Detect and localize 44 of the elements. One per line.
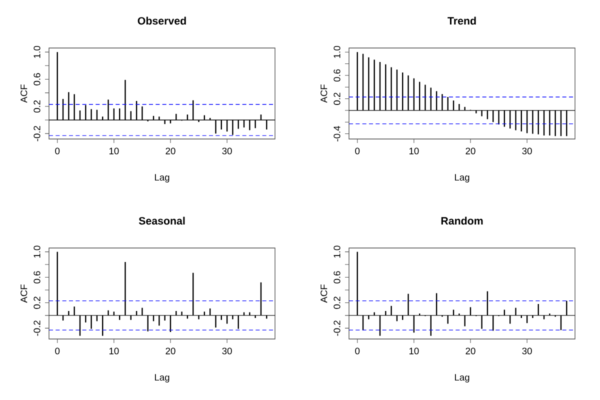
y-tick-label: 1.0: [334, 46, 340, 58]
y-tick-label: -0.2: [334, 320, 340, 336]
y-tick-label: 0.6: [334, 271, 340, 284]
y-axis-title: ACF: [320, 284, 328, 303]
x-tick-label: 30: [222, 348, 232, 354]
y-tick-label: -0.2: [34, 320, 40, 336]
x-tick-label: 10: [109, 148, 119, 154]
y-tick-label: 1.0: [34, 46, 40, 58]
x-tick-label: 20: [466, 348, 476, 354]
x-tick-label: 20: [466, 148, 476, 154]
x-axis-title: Lag: [154, 174, 170, 183]
chart-title: Trend: [448, 16, 476, 25]
chart-title: Random: [441, 216, 483, 225]
x-tick-label: 10: [109, 348, 119, 354]
x-axis-title: Lag: [454, 174, 470, 183]
y-axis-title: ACF: [320, 84, 328, 103]
y-axis-title: ACF: [20, 84, 28, 103]
chart-title: Observed: [138, 16, 186, 25]
y-tick-label: 0.2: [334, 296, 340, 309]
x-tick-label: 0: [355, 348, 360, 354]
y-tick-label: 1.0: [34, 246, 40, 258]
x-tick-label: 0: [355, 148, 360, 154]
y-tick-label: 0.6: [34, 271, 40, 284]
x-tick-label: 30: [522, 148, 532, 154]
y-tick-label: 0.2: [34, 100, 40, 113]
y-axis-title: ACF: [20, 284, 28, 303]
y-tick-label: -0.2: [34, 126, 40, 142]
x-axis-title: Lag: [154, 374, 170, 383]
x-tick-label: 30: [522, 348, 532, 354]
y-tick-label: 0.6: [334, 69, 340, 82]
y-tick-label: 1.0: [334, 246, 340, 258]
x-tick-label: 20: [166, 348, 176, 354]
y-tick-label: 0.2: [34, 296, 40, 309]
x-tick-label: 10: [409, 148, 419, 154]
x-axis-title: Lag: [454, 374, 470, 383]
y-tick-label: -0.4: [334, 126, 340, 142]
x-tick-label: 0: [55, 348, 60, 354]
x-tick-label: 0: [55, 148, 60, 154]
x-tick-label: 30: [222, 148, 232, 154]
chart-title: Seasonal: [138, 216, 185, 225]
y-tick-label: 0.2: [334, 92, 340, 105]
x-tick-label: 20: [166, 148, 176, 154]
y-tick-label: 0.6: [34, 73, 40, 86]
x-tick-label: 10: [409, 348, 419, 354]
